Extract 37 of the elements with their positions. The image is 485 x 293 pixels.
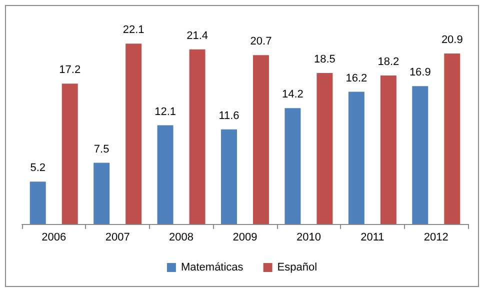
data-label: 7.5 bbox=[94, 143, 110, 156]
bar bbox=[221, 129, 237, 224]
data-label: 11.6 bbox=[218, 110, 240, 122]
bar bbox=[157, 125, 174, 224]
bar bbox=[348, 92, 364, 224]
bar bbox=[284, 108, 301, 224]
data-label: 18.5 bbox=[314, 54, 336, 66]
bar bbox=[253, 55, 269, 224]
x-tick-label: 2010 bbox=[296, 232, 321, 244]
legend-label: Español bbox=[277, 262, 318, 274]
x-tick-label: 2008 bbox=[169, 232, 194, 244]
data-label: 12.1 bbox=[154, 106, 176, 118]
bar bbox=[126, 44, 142, 224]
x-tick-label: 2009 bbox=[232, 232, 258, 244]
legend-label: Matemáticas bbox=[180, 262, 244, 274]
data-label: 20.9 bbox=[441, 34, 463, 46]
x-tick-label: 2006 bbox=[42, 232, 66, 244]
data-label: 20.7 bbox=[250, 36, 272, 48]
x-tick-label: 2011 bbox=[360, 232, 384, 244]
bar bbox=[62, 84, 78, 224]
data-label: 14.2 bbox=[282, 88, 304, 101]
data-label: 21.4 bbox=[186, 30, 208, 42]
data-label: 16.2 bbox=[346, 72, 368, 84]
bar bbox=[444, 53, 460, 224]
bar bbox=[380, 75, 396, 224]
bar bbox=[189, 49, 206, 224]
bar bbox=[316, 73, 333, 224]
x-tick-label: 2007 bbox=[105, 232, 130, 244]
data-label: 17.2 bbox=[59, 64, 81, 76]
data-label: 18.2 bbox=[378, 56, 400, 68]
data-label: 22.1 bbox=[122, 24, 144, 36]
data-label: 5.2 bbox=[30, 162, 46, 174]
bar bbox=[94, 162, 110, 224]
x-tick-label: 2012 bbox=[424, 232, 448, 244]
data-label: 16.9 bbox=[409, 66, 431, 79]
bar bbox=[412, 86, 428, 224]
bar bbox=[30, 182, 46, 224]
